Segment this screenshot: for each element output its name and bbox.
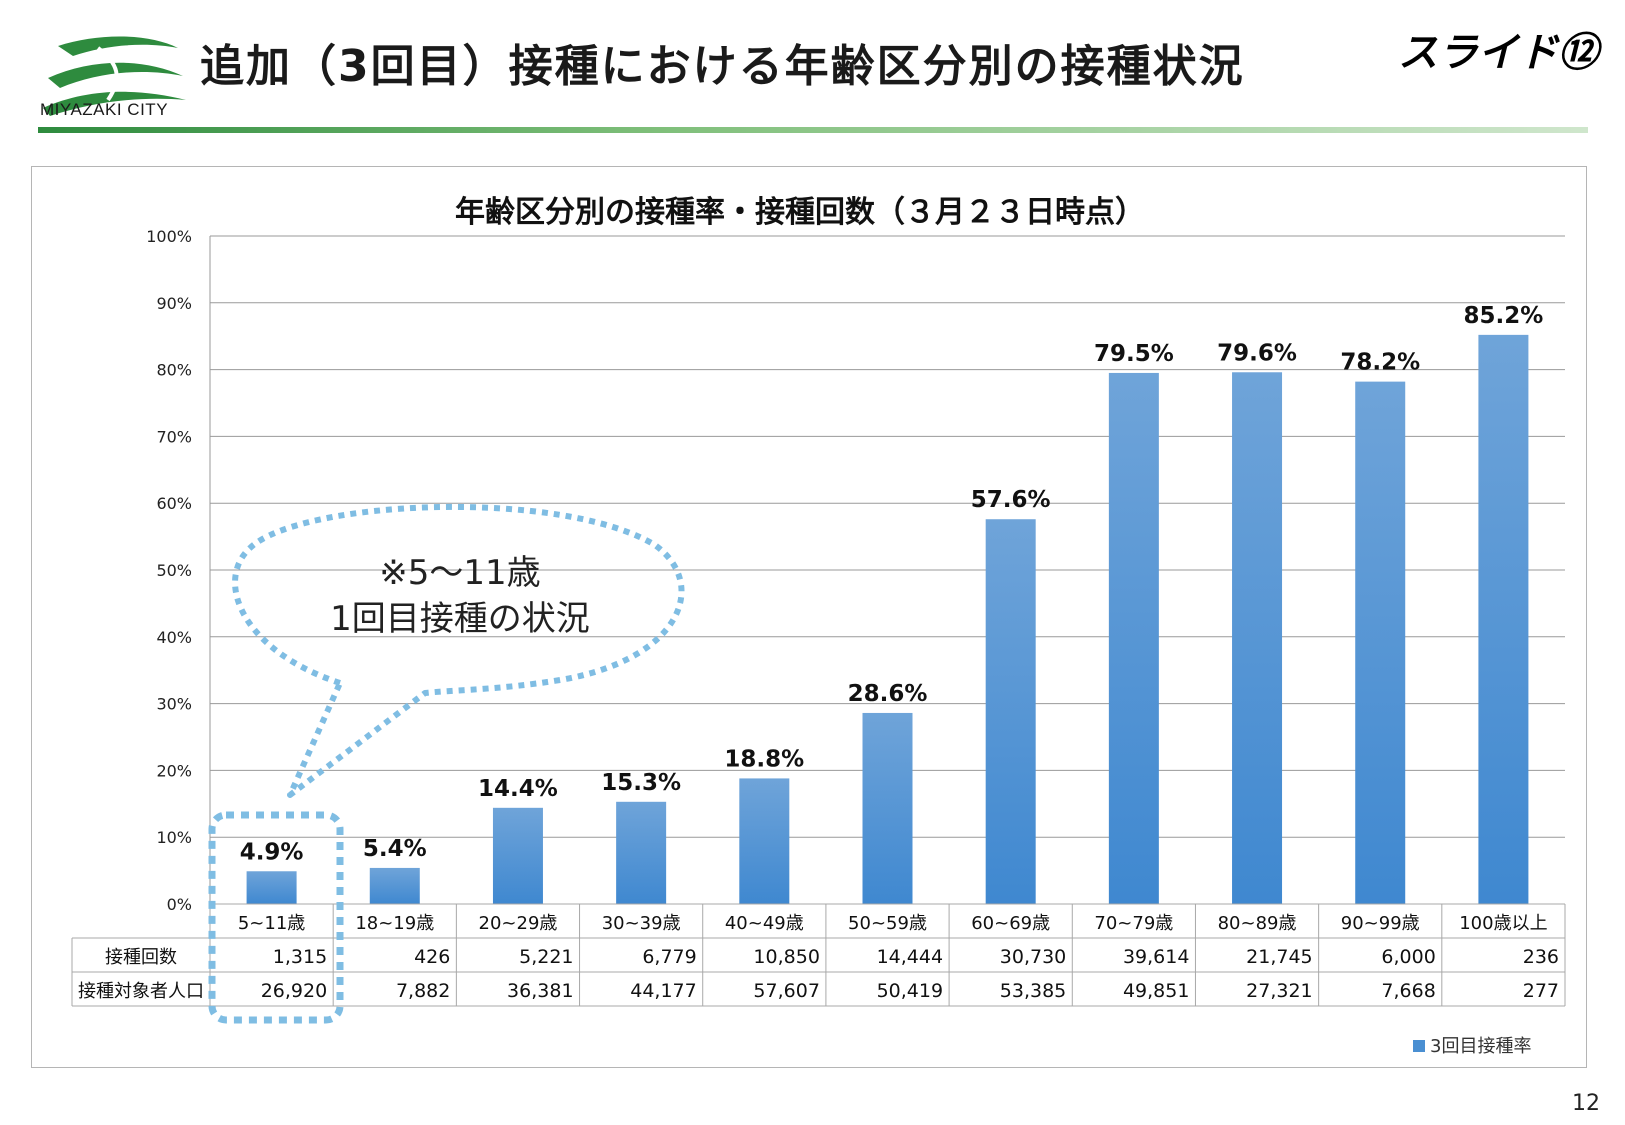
bar xyxy=(369,867,420,904)
bar xyxy=(492,807,543,904)
bar-value-label: 57.6% xyxy=(971,487,1051,513)
callout-line2: 1回目接種の状況 xyxy=(330,599,590,639)
x-category-label: 60~69歳 xyxy=(971,913,1050,934)
table-cell: 5,221 xyxy=(519,946,573,968)
table-cell: 26,920 xyxy=(261,980,327,1002)
table-cell: 7,882 xyxy=(396,980,450,1002)
table-cell: 44,177 xyxy=(630,980,696,1002)
table-cell: 7,668 xyxy=(1381,980,1435,1002)
y-tick-label: 0% xyxy=(167,895,192,914)
bar xyxy=(1108,372,1159,904)
highlight-box xyxy=(208,811,344,1024)
bar-value-label: 78.2% xyxy=(1340,350,1420,376)
table-cell: 426 xyxy=(414,946,450,968)
table-cell: 14,444 xyxy=(877,946,943,968)
table-cell: 27,321 xyxy=(1246,980,1312,1002)
bar-value-label: 5.4% xyxy=(363,836,427,862)
table-cell: 277 xyxy=(1523,980,1559,1002)
x-category-label: 30~39歳 xyxy=(602,913,681,934)
chart-title: 年齢区分別の接種率・接種回数（３月２３日時点） xyxy=(455,195,1145,230)
legend-swatch xyxy=(1413,1040,1425,1052)
bar-value-label: 79.6% xyxy=(1217,340,1297,366)
callout-line1: ※5～11歳 xyxy=(379,553,540,593)
y-tick-label: 80% xyxy=(156,361,192,380)
x-category-label: 18~19歳 xyxy=(355,913,434,934)
table-row-label: 接種回数 xyxy=(105,947,177,968)
x-category-label: 20~29歳 xyxy=(479,913,558,934)
y-tick-label: 40% xyxy=(156,628,192,647)
x-category-label: 100歳以上 xyxy=(1459,913,1547,934)
x-category-label: 70~79歳 xyxy=(1094,913,1173,934)
bar-value-label: 15.3% xyxy=(601,770,681,796)
y-tick-label: 20% xyxy=(156,761,192,780)
bar-value-label: 79.5% xyxy=(1094,341,1174,367)
y-tick-label: 90% xyxy=(156,294,192,313)
table-cell: 6,779 xyxy=(642,946,696,968)
table-row-label: 接種対象者人口 xyxy=(78,981,204,1002)
bar-value-label: 18.8% xyxy=(724,746,804,772)
miyazaki-city-logo xyxy=(43,36,186,116)
table-cell: 6,000 xyxy=(1381,946,1435,968)
table-cell: 57,607 xyxy=(753,980,819,1002)
legend-label: 3回目接種率 xyxy=(1430,1036,1531,1057)
x-category-label: 80~89歳 xyxy=(1218,913,1297,934)
table-cell: 36,381 xyxy=(507,980,573,1002)
bar xyxy=(616,801,667,904)
y-tick-label: 10% xyxy=(156,828,192,847)
bar xyxy=(246,871,297,904)
table-cell: 50,419 xyxy=(877,980,943,1002)
bar xyxy=(1232,372,1283,905)
x-category-label: 40~49歳 xyxy=(725,913,804,934)
page-title: 追加（3回目）接種における年齢区分別の接種状況 xyxy=(200,41,1245,92)
table-cell: 30,730 xyxy=(1000,946,1066,968)
y-tick-label: 50% xyxy=(156,561,192,580)
table-cell: 39,614 xyxy=(1123,946,1189,968)
logo-text: MIYAZAKI CITY xyxy=(40,100,169,119)
bar xyxy=(1478,334,1529,904)
table-cell: 1,315 xyxy=(273,946,327,968)
x-category-label: 90~99歳 xyxy=(1341,913,1420,934)
y-tick-label: 100% xyxy=(146,227,192,246)
bar xyxy=(985,519,1036,904)
table-cell: 53,385 xyxy=(1000,980,1066,1002)
bar xyxy=(739,778,790,904)
table-cell: 21,745 xyxy=(1246,946,1312,968)
table-cell: 10,850 xyxy=(753,946,819,968)
bar-value-label: 28.6% xyxy=(848,681,928,707)
bar xyxy=(862,712,913,904)
table-cell: 236 xyxy=(1523,946,1559,968)
table-cell: 49,851 xyxy=(1123,980,1189,1002)
chart-frame xyxy=(31,166,1587,1068)
callout-bubble xyxy=(232,503,685,798)
x-category-label: 5~11歳 xyxy=(238,913,305,934)
page-number: 12 xyxy=(1572,1091,1600,1116)
y-tick-label: 60% xyxy=(156,494,192,513)
y-tick-label: 30% xyxy=(156,695,192,714)
y-tick-label: 70% xyxy=(156,427,192,446)
bar xyxy=(1355,381,1406,904)
bar-value-label: 14.4% xyxy=(478,776,558,802)
bar-value-label: 4.9% xyxy=(240,839,304,865)
x-category-label: 50~59歳 xyxy=(848,913,927,934)
header-divider xyxy=(38,127,1588,133)
bar-value-label: 85.2% xyxy=(1464,303,1544,329)
slide-label: スライド⑫ xyxy=(1398,30,1598,76)
